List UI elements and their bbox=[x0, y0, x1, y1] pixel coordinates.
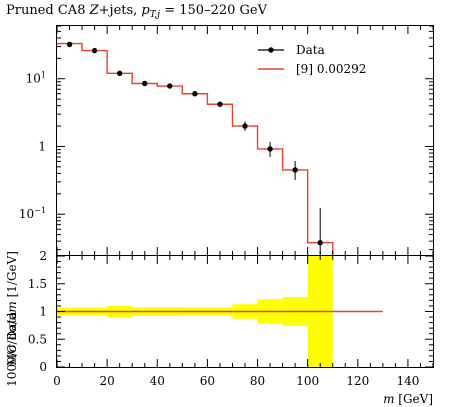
data-point bbox=[91, 47, 98, 54]
ratio-y-ticks: 0 0.5 1 1.5 2 bbox=[28, 249, 433, 374]
x-tick-label: 40 bbox=[150, 374, 165, 388]
ratio-y-tick-label: 2 bbox=[39, 249, 47, 263]
main-x-ticks bbox=[56, 26, 434, 255]
x-tick-label: 120 bbox=[346, 374, 369, 388]
ratio-y-axis-label: MC/Data bbox=[5, 312, 19, 366]
data-point bbox=[242, 123, 248, 129]
data-point bbox=[292, 167, 298, 173]
ratio-plot-area bbox=[57, 256, 383, 367]
x-tick-label: 60 bbox=[200, 374, 215, 388]
legend-entry-data: Data bbox=[258, 43, 325, 57]
ratio-frame bbox=[56, 255, 434, 368]
main-panel: 101 1 10−1 1000/σ dσ/dm [1/GeV] Data [9] 0… bbox=[5, 25, 434, 387]
main-y-tick-label: 10−1 bbox=[19, 206, 46, 221]
legend-mc-label: [9] 0.00292 bbox=[296, 62, 366, 76]
legend-data-label: Data bbox=[296, 43, 325, 57]
chart-title: Pruned CA8 Z+jets, pT,j = 150–220 GeV bbox=[6, 3, 268, 20]
x-tick-label: 20 bbox=[99, 374, 114, 388]
x-axis-label: m [GeV] bbox=[383, 392, 433, 406]
main-frame bbox=[56, 25, 434, 256]
ratio-y-tick-label: 0.5 bbox=[28, 332, 47, 346]
data-point bbox=[167, 83, 173, 89]
ratio-panel: 0 0.5 1 1.5 2 0 20 40 60 80 100 120 140 MC/Data m [… bbox=[5, 249, 434, 406]
ratio-y-tick-label: 1 bbox=[39, 305, 47, 319]
x-tick-label: 140 bbox=[396, 374, 419, 388]
data-point bbox=[116, 70, 123, 77]
data-point bbox=[142, 80, 148, 87]
data-point bbox=[66, 41, 73, 48]
ratio-y-tick-label: 1.5 bbox=[28, 277, 47, 291]
data-point bbox=[267, 146, 273, 152]
main-plot-area bbox=[57, 41, 334, 255]
x-tick-label: 0 bbox=[53, 374, 61, 388]
legend-entry-mc: [9] 0.00292 bbox=[258, 62, 366, 76]
data-point bbox=[192, 91, 198, 97]
ratio-x-ticks: 0 20 40 60 80 100 120 140 bbox=[53, 256, 434, 388]
x-tick-label: 80 bbox=[250, 374, 265, 388]
mc-step-line bbox=[57, 42, 334, 255]
ratio-y-tick-label: 0 bbox=[39, 360, 47, 374]
legend-data-marker bbox=[268, 47, 274, 53]
data-point bbox=[317, 239, 323, 246]
main-y-tick-label: 101 bbox=[26, 71, 46, 86]
legend: Data [9] 0.00292 bbox=[258, 43, 366, 76]
x-tick-label: 100 bbox=[296, 374, 319, 388]
main-y-axis-label: 1000/σ dσ/dm [1/GeV] bbox=[5, 251, 19, 387]
main-y-tick-label: 1 bbox=[38, 139, 46, 153]
main-y-ticks: 101 1 10−1 bbox=[19, 25, 433, 251]
data-point bbox=[217, 101, 223, 107]
